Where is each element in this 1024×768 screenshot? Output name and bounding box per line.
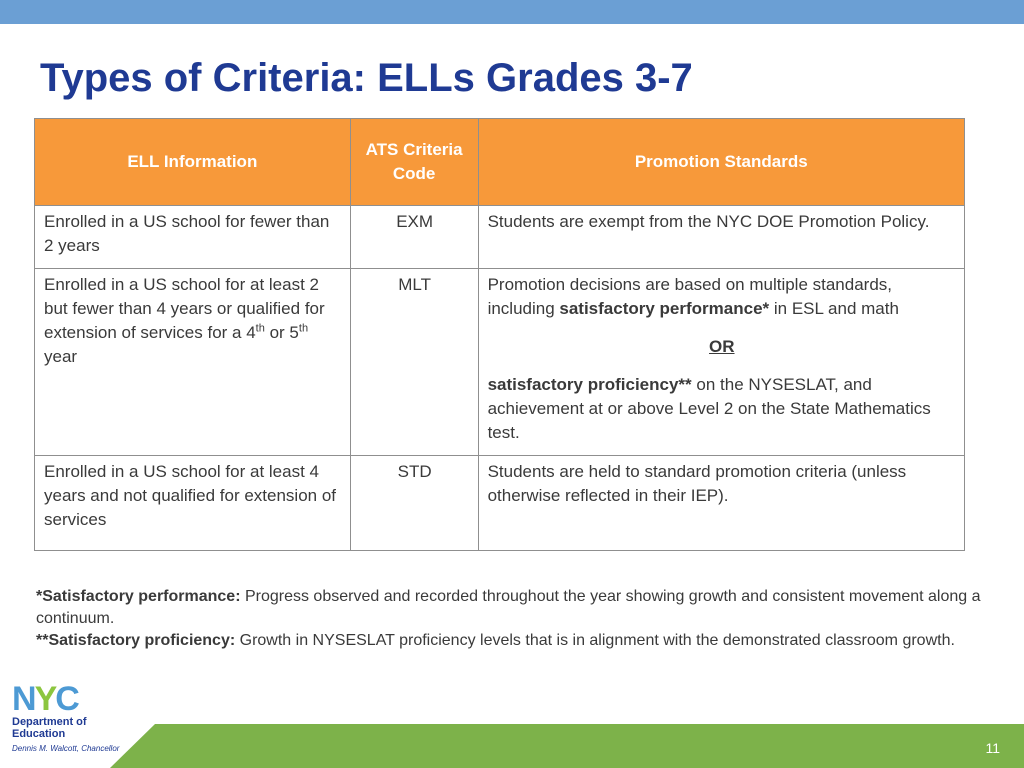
standards-text: on the NYSESLAT, and achievement at or a…	[487, 375, 931, 442]
footnote-satisfactory-proficiency: **Satisfactory proficiency: Growth in NY…	[36, 630, 986, 652]
footnote-text: Growth in NYSESLAT proficiency levels th…	[235, 632, 955, 649]
nyc-doe-logo: NYC Department of Education Dennis M. Wal…	[12, 682, 122, 762]
ell-info-text: or 5	[264, 323, 299, 342]
standards-paragraph: Promotion decisions are based on multipl…	[488, 273, 956, 321]
ordinal-suffix: th	[255, 322, 265, 335]
table-row: Enrolled in a US school for at least 2 b…	[34, 268, 966, 456]
department-name: Department of Education	[12, 716, 87, 740]
table-row: Enrolled in a US school for fewer than 2…	[34, 205, 966, 269]
bottom-green-band	[110, 724, 1024, 768]
ats-code-cell: EXM	[349, 205, 479, 269]
nyc-logo-letters: NYC	[12, 680, 80, 718]
promotion-standards-cell: Promotion decisions are based on multipl…	[477, 268, 966, 456]
ell-info-text: year	[44, 347, 78, 366]
ordinal-suffix: th	[298, 322, 309, 335]
footnote-text: Progress observed and recorded throughou…	[36, 588, 981, 627]
footnote-term: **Satisfactory proficiency:	[36, 632, 236, 649]
ats-code-cell: STD	[349, 455, 479, 551]
ats-code-cell: MLT	[349, 268, 479, 456]
top-accent-bar	[0, 0, 1024, 24]
standards-emphasis: satisfactory performance*	[559, 299, 770, 318]
standards-text: Promotion decisions are based on multipl…	[487, 275, 893, 318]
chancellor-name: Dennis M. Walcott, Chancellor	[12, 744, 120, 753]
ell-info-text: Enrolled in a US school for at least 2 b…	[44, 275, 325, 342]
page-number: 11	[985, 740, 1000, 756]
promotion-standards-cell: Students are exempt from the NYC DOE Pro…	[477, 205, 966, 269]
ell-info-cell: Enrolled in a US school for fewer than 2…	[34, 205, 351, 269]
promotion-standards-cell: Students are held to standard promotion …	[477, 455, 966, 551]
table-header-row: ELL Information ATS Criteria Code Promot…	[34, 118, 966, 206]
standards-text: in ESL and math	[769, 299, 899, 318]
table-row: Enrolled in a US school for at least 4 y…	[34, 455, 966, 551]
header-ell-information: ELL Information	[34, 118, 351, 206]
ell-info-cell: Enrolled in a US school for at least 2 b…	[34, 268, 351, 456]
criteria-table: ELL Information ATS Criteria Code Promot…	[34, 118, 966, 551]
standards-emphasis: satisfactory proficiency**	[487, 375, 692, 394]
slide-title: Types of Criteria: ELLs Grades 3-7	[40, 56, 693, 100]
footnotes: *Satisfactory performance: Progress obse…	[36, 586, 986, 652]
standards-paragraph: satisfactory proficiency** on the NYSESL…	[488, 373, 956, 445]
header-ats-criteria-code: ATS Criteria Code	[349, 118, 479, 206]
header-promotion-standards: Promotion Standards	[477, 118, 966, 206]
footnote-term: *Satisfactory performance:	[36, 588, 241, 605]
ell-info-cell: Enrolled in a US school for at least 4 y…	[34, 455, 351, 551]
footnote-satisfactory-performance: *Satisfactory performance: Progress obse…	[36, 586, 986, 630]
or-separator: OR	[709, 337, 735, 356]
